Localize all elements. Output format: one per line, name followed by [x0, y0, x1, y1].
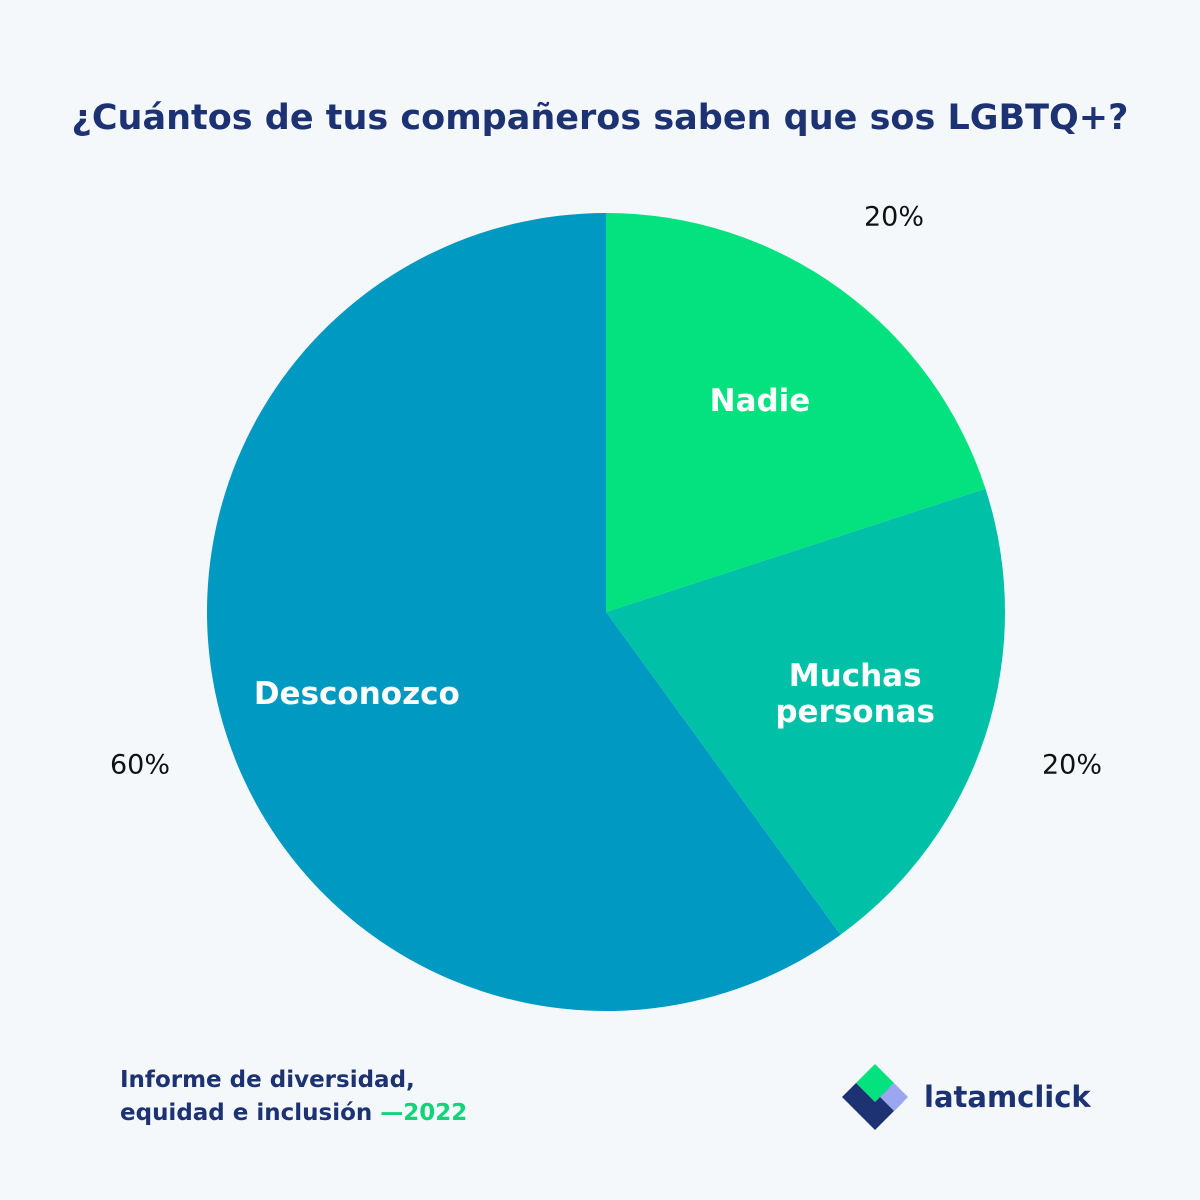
footer-line-1: Informe de diversidad,: [120, 1067, 415, 1093]
chart-title: ¿Cuántos de tus compañeros saben que sos…: [71, 98, 1129, 138]
footer-year: —2022: [380, 1100, 468, 1126]
slice-label-1: Muchas personas: [775, 658, 935, 730]
brand: latamclick: [842, 1064, 1091, 1130]
slice-value-label-0: 20%: [864, 202, 924, 233]
slice-value-label-2: 60%: [110, 749, 170, 780]
brand-name: latamclick: [924, 1080, 1091, 1114]
latamclick-logo-icon: [842, 1064, 908, 1130]
footer-line-2: equidad e inclusión —2022: [120, 1097, 467, 1130]
pie-slice-1: [606, 488, 1005, 935]
footer-line-2-text: equidad e inclusión: [120, 1100, 373, 1126]
slice-value-label-1: 20%: [1042, 749, 1102, 780]
pie-slice-2: [206, 213, 841, 1012]
slice-label-2: Desconozco: [254, 676, 460, 712]
pie-slice-0: [606, 213, 986, 612]
slice-label-0: Nadie: [710, 383, 811, 419]
report-footer: Informe de diversidad, equidad e inclusi…: [120, 1064, 467, 1130]
